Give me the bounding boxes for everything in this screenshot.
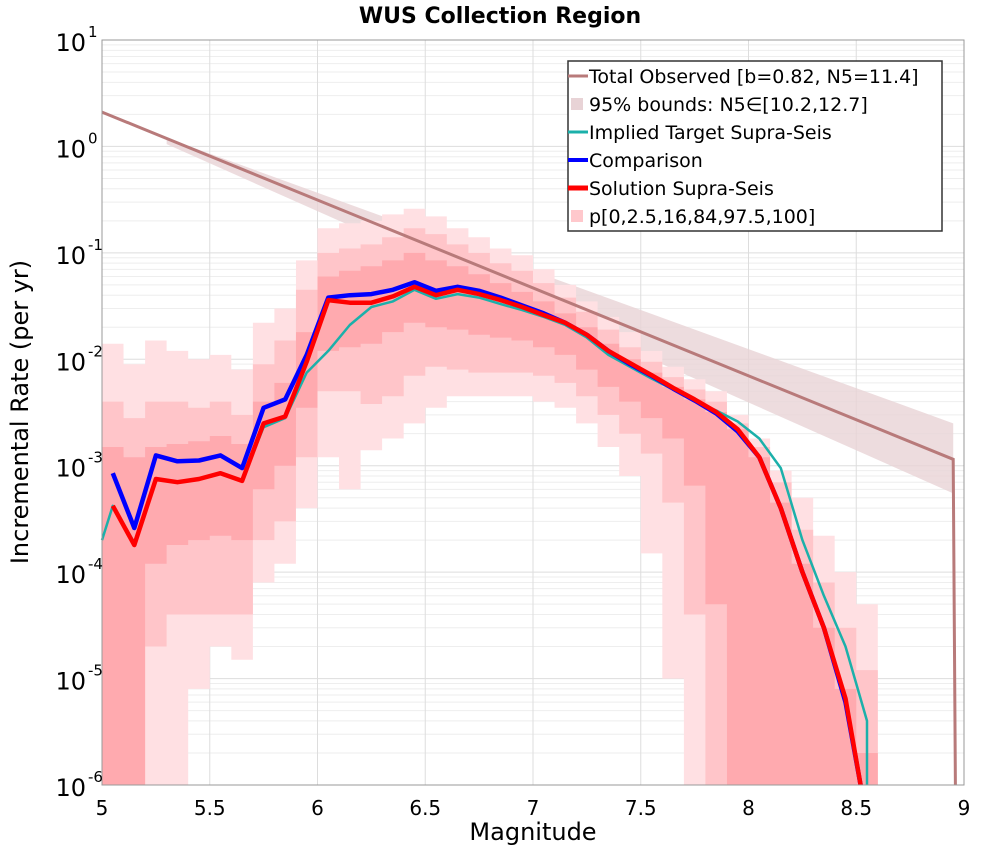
x-axis-label: Magnitude [469, 818, 596, 846]
y-tick-label: 10 [55, 242, 86, 270]
y-axis-label: Incremental Rate (per yr) [6, 260, 34, 564]
plot-area [100, 110, 957, 786]
y-tick-label: 10 [55, 135, 86, 163]
x-tick-label: 5.5 [194, 796, 226, 820]
legend-label: Total Observed [b=0.82, N5=11.4] [588, 66, 919, 88]
series-solution [110, 284, 863, 786]
x-tick-label: 7 [527, 796, 540, 820]
y-tick-exponent: 1 [88, 23, 98, 41]
y-tick-label: 10 [55, 561, 86, 589]
y-tick-exponent: -5 [88, 662, 103, 680]
legend-label: Implied Target Supra-Seis [589, 122, 832, 144]
y-tick-label: 10 [55, 774, 86, 802]
x-tick-label: 8.5 [840, 796, 872, 820]
series-total-observed [101, 110, 957, 786]
y-tick-label: 10 [55, 455, 86, 483]
legend-label: Comparison [589, 150, 703, 172]
legend-label: 95% bounds: N5∈[10.2,12.7] [589, 94, 868, 116]
y-tick-label: 10 [55, 348, 86, 376]
x-tick-label: 8 [742, 796, 755, 820]
legend-label: p[0,2.5,16,84,97.5,100] [589, 206, 815, 228]
x-axis: 5 5.5 6 6.5 7 7.5 8 8.5 9 [96, 796, 971, 820]
y-tick-exponent: -4 [88, 555, 103, 573]
x-tick-label: 9 [958, 796, 971, 820]
y-tick-label: 10 [55, 668, 86, 696]
y-tick-exponent: -1 [88, 236, 103, 254]
legend-label: Solution Supra-Seis [589, 178, 774, 200]
plot-frame [101, 39, 965, 786]
chart-title: WUS Collection Region [359, 4, 641, 29]
legend-swatch [571, 98, 583, 110]
y-tick-exponent: -6 [88, 768, 103, 786]
legend-box [567, 60, 943, 232]
y-tick-label: 10 [55, 29, 86, 57]
legend-swatch [571, 210, 583, 222]
x-tick-label: 7.5 [625, 796, 657, 820]
x-tick-label: 6.5 [409, 796, 441, 820]
y-tick-exponent: -2 [88, 342, 103, 360]
y-tick-exponent: 0 [88, 129, 98, 147]
y-tick-exponent: -3 [88, 449, 103, 467]
x-tick-label: 5 [96, 796, 109, 820]
legend: Total Observed [b=0.82, N5=11.4] 95% boun… [567, 60, 943, 232]
x-tick-label: 6 [311, 796, 324, 820]
